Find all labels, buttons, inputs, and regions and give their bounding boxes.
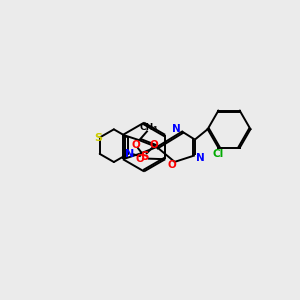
Text: N: N xyxy=(124,149,134,160)
Text: Cl: Cl xyxy=(212,149,224,159)
Text: N: N xyxy=(172,124,181,134)
Text: N: N xyxy=(196,153,205,163)
Text: O: O xyxy=(136,154,144,164)
Text: S: S xyxy=(140,150,148,163)
Text: O: O xyxy=(149,140,158,150)
Text: O: O xyxy=(168,160,177,170)
Text: O: O xyxy=(132,140,140,150)
Text: CH₃: CH₃ xyxy=(140,123,158,132)
Text: S: S xyxy=(94,133,103,142)
